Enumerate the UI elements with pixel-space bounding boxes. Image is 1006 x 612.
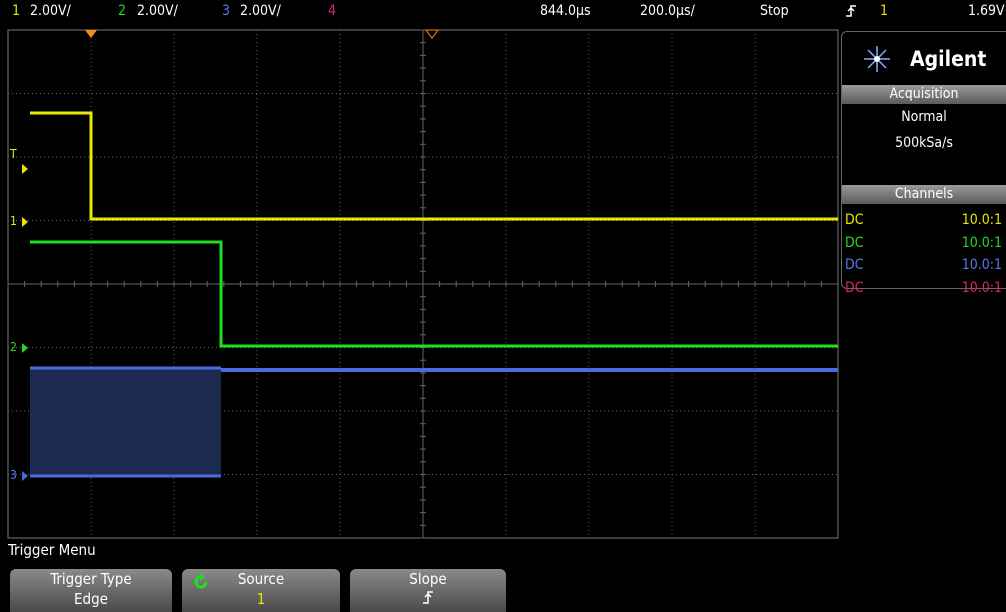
- channel-coupling: DC: [845, 256, 864, 274]
- oscilloscope-screen: 1 2.00V/ 2 2.00V/ 3 2.00V/ 4 844.0µs 200…: [0, 0, 1006, 612]
- softkey-label: Slope: [350, 569, 506, 589]
- menu-title: Trigger Menu: [8, 541, 96, 559]
- trigger-channel: 1: [880, 2, 888, 20]
- ch2-marker-label: 2: [10, 338, 17, 356]
- softkey-value: 1: [182, 589, 340, 609]
- trigger-level: 1.69V: [968, 2, 1005, 20]
- ch3-fill: [30, 368, 221, 476]
- ch1-marker-label: 1: [10, 212, 17, 230]
- softkey-source[interactable]: Source 1: [182, 569, 340, 612]
- softkey-trigger-type[interactable]: Trigger Type Edge: [10, 569, 172, 612]
- channel-coupling: DC: [845, 234, 864, 252]
- rotate-icon: [192, 573, 210, 591]
- channel-coupling: DC: [845, 279, 864, 297]
- graticule: [0, 0, 840, 545]
- trigger-marker-label: T: [10, 145, 17, 163]
- ch3-marker-label: 3: [10, 466, 17, 484]
- softkey-label: Trigger Type: [10, 569, 172, 589]
- probe-ratio: 10.0:1: [962, 211, 1002, 229]
- probe-ratio: 10.0:1: [962, 279, 1002, 297]
- sample-rate: 500kSa/s: [842, 134, 1006, 152]
- brand: Agilent: [910, 47, 986, 71]
- agilent-logo: [862, 44, 892, 74]
- slope-icon: [422, 589, 434, 605]
- trigger-slope-icon: [845, 4, 857, 18]
- acquisition-mode: Normal: [842, 108, 1006, 126]
- channel-coupling: DC: [845, 211, 864, 229]
- probe-ratio: 10.0:1: [962, 256, 1002, 274]
- softkey-slope[interactable]: Slope: [350, 569, 506, 612]
- softkey-value: Edge: [10, 589, 172, 609]
- channels-header: Channels: [842, 185, 1006, 204]
- acquisition-header: Acquisition: [842, 85, 1006, 104]
- probe-ratio: 10.0:1: [962, 234, 1002, 252]
